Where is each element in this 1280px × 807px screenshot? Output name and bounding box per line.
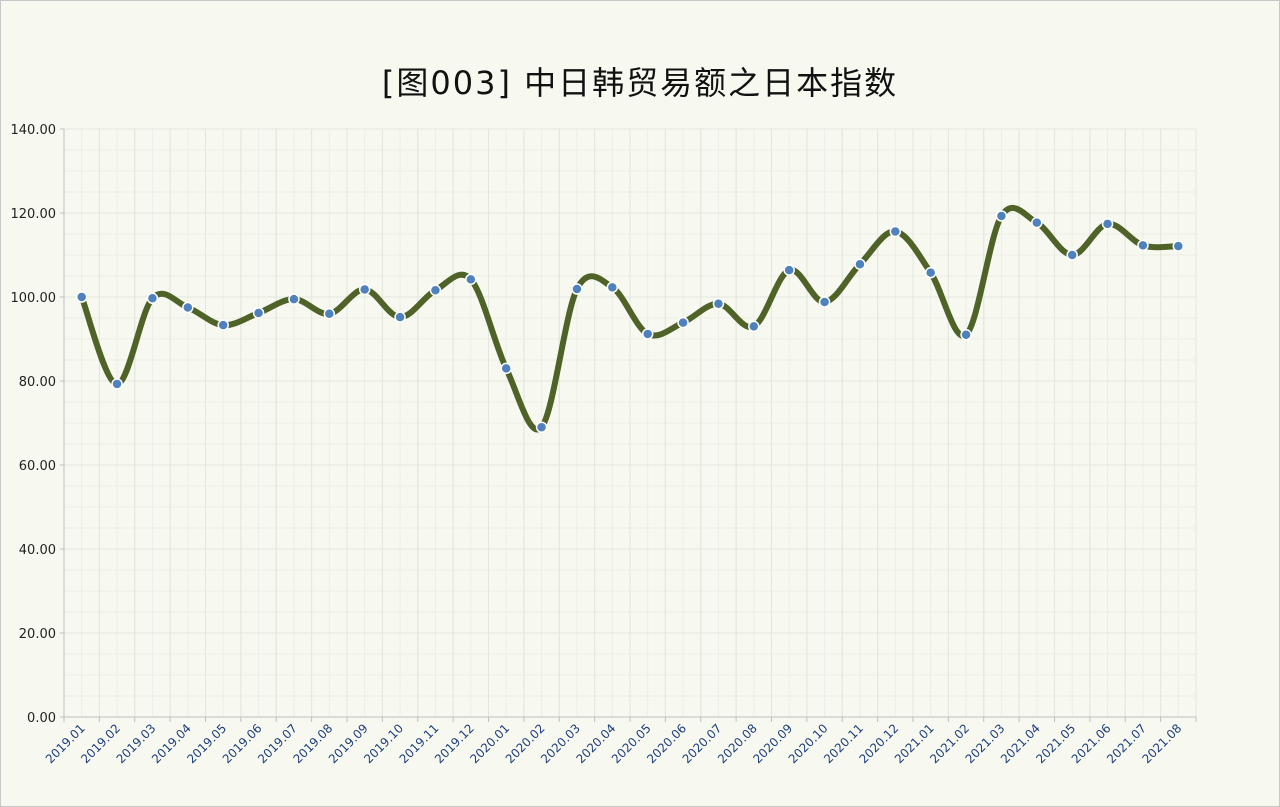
data-point (429, 284, 442, 297)
data-point (146, 292, 159, 305)
data-point (75, 291, 88, 303)
data-point (1137, 239, 1149, 252)
data-point (111, 378, 123, 390)
data-point (182, 301, 194, 314)
data-point (394, 311, 406, 323)
y-tick-label: 140.00 (11, 123, 57, 138)
data-point (995, 210, 1008, 222)
data-point (889, 225, 902, 238)
y-tick-label: 120.00 (11, 207, 57, 222)
data-point (535, 421, 548, 433)
y-tick-label: 40.00 (19, 543, 56, 558)
y-tick-label: 60.00 (19, 459, 56, 474)
data-point (571, 283, 583, 295)
data-point (924, 266, 937, 279)
data-point (783, 264, 795, 276)
y-tick-label: 100.00 (11, 291, 57, 306)
data-point (1101, 218, 1114, 230)
y-tick-label: 0.00 (27, 711, 56, 726)
y-tick-label: 20.00 (19, 627, 56, 642)
y-tick-label: 80.00 (19, 375, 56, 390)
data-point (677, 316, 689, 329)
data-point (252, 307, 265, 319)
data-point (641, 328, 654, 340)
x-tick-label: 2021.08 (1139, 721, 1184, 766)
data-point (1172, 240, 1185, 252)
data-point (712, 297, 725, 310)
data-point (960, 329, 972, 341)
data-point (1031, 216, 1043, 229)
data-point (854, 258, 866, 270)
data-point (748, 320, 760, 333)
data-point (500, 362, 512, 375)
data-point (288, 293, 300, 305)
data-point (323, 308, 336, 320)
data-point (217, 319, 229, 331)
data-point (606, 281, 619, 294)
data-point (818, 296, 831, 308)
chart-title: [图003] 中日韩贸易额之日本指数 (381, 64, 899, 102)
data-point (358, 283, 371, 296)
data-point (465, 273, 477, 286)
data-point (1066, 249, 1078, 261)
